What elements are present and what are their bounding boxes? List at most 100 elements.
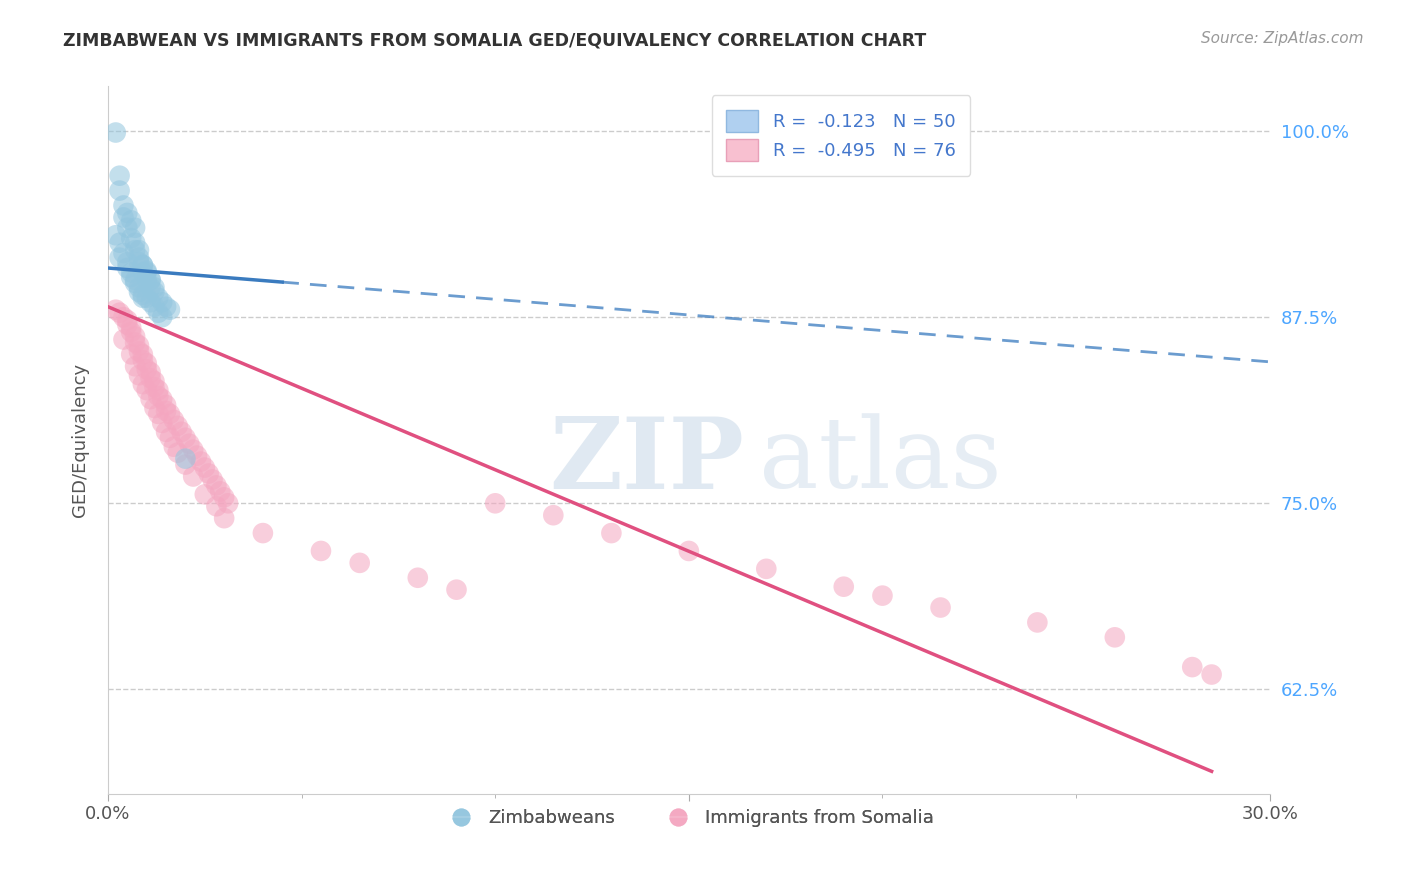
Point (832, 580, 855, 594)
Point (163, 413, 186, 427)
Point (124, 273, 146, 287)
Point (166, 418, 188, 433)
Point (148, 306, 170, 320)
Point (209, 484, 232, 499)
Point (139, 273, 162, 287)
Point (148, 383, 170, 397)
Point (139, 365, 162, 379)
Point (155, 300, 177, 314)
Point (166, 445, 188, 459)
Point (117, 318, 139, 332)
Legend: Zimbabweans, Immigrants from Somalia: Zimbabweans, Immigrants from Somalia (436, 802, 942, 834)
Point (929, 600, 952, 615)
Point (143, 300, 166, 314)
Point (124, 220, 146, 235)
Point (128, 344, 150, 359)
Point (108, 251, 131, 265)
Point (104, 228, 127, 243)
Point (124, 335, 146, 350)
Point (1181, 660, 1204, 674)
Point (205, 478, 228, 492)
Point (120, 265, 142, 279)
Point (124, 359, 146, 374)
Point (108, 235, 131, 250)
Point (143, 285, 166, 299)
Point (212, 511, 235, 525)
Point (132, 347, 155, 361)
Point (148, 291, 170, 305)
Point (155, 404, 177, 418)
Point (181, 469, 204, 483)
Point (108, 306, 131, 320)
Point (143, 374, 166, 388)
Point (678, 544, 700, 558)
Point (872, 589, 894, 603)
Point (1201, 667, 1223, 681)
Point (120, 320, 142, 334)
Point (132, 377, 155, 392)
Point (174, 431, 197, 445)
Point (174, 458, 197, 472)
Point (132, 288, 155, 302)
Point (1026, 615, 1049, 630)
Point (104, 302, 127, 317)
Point (108, 169, 131, 183)
Text: Source: ZipAtlas.com: Source: ZipAtlas.com (1201, 31, 1364, 46)
Point (108, 184, 131, 198)
Point (163, 440, 186, 454)
Point (135, 273, 157, 287)
Point (124, 243, 146, 257)
Point (135, 264, 157, 278)
Point (143, 380, 166, 394)
Point (128, 368, 150, 383)
Point (128, 280, 150, 294)
Point (600, 526, 623, 541)
Point (128, 255, 150, 269)
Point (117, 206, 139, 220)
Point (150, 416, 173, 430)
Point (484, 496, 506, 510)
Point (150, 295, 173, 310)
Point (132, 258, 155, 272)
Point (170, 425, 193, 439)
Point (309, 544, 332, 558)
Point (120, 231, 142, 245)
Text: ZIP: ZIP (550, 413, 744, 509)
Point (148, 407, 170, 421)
Point (174, 451, 197, 466)
Point (120, 213, 142, 227)
Point (117, 220, 139, 235)
Point (197, 467, 219, 481)
Point (132, 353, 155, 368)
Point (159, 431, 181, 445)
Point (217, 496, 239, 510)
Point (135, 383, 157, 397)
Point (755, 562, 778, 576)
Point (128, 251, 150, 265)
Point (155, 425, 177, 439)
Point (120, 347, 142, 361)
Point (349, 556, 371, 570)
Point (128, 338, 150, 352)
Point (252, 526, 274, 541)
Point (117, 260, 139, 275)
Point (181, 442, 204, 457)
Point (194, 460, 217, 475)
Point (132, 258, 155, 272)
Text: atlas: atlas (759, 413, 1001, 509)
Text: ZIMBABWEAN VS IMMIGRANTS FROM SOMALIA GED/EQUIVALENCY CORRELATION CHART: ZIMBABWEAN VS IMMIGRANTS FROM SOMALIA GE… (63, 31, 927, 49)
Point (190, 454, 212, 468)
Point (132, 265, 155, 279)
Point (155, 398, 177, 412)
Point (205, 500, 228, 514)
Point (135, 265, 157, 279)
Point (179, 436, 201, 450)
Point (135, 356, 157, 370)
Point (117, 313, 139, 327)
Point (128, 243, 150, 257)
Point (139, 371, 162, 385)
Point (124, 235, 146, 250)
Point (194, 487, 217, 501)
Point (139, 280, 162, 294)
Point (186, 449, 208, 463)
